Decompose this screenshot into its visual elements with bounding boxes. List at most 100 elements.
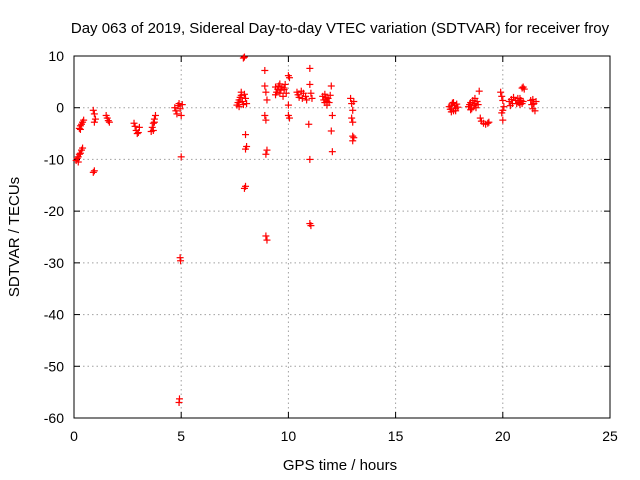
y-tick-label: 10 <box>48 48 64 64</box>
data-point <box>237 88 245 96</box>
data-point <box>134 129 142 137</box>
data-point <box>497 88 505 96</box>
data-point <box>261 66 269 74</box>
data-point <box>175 100 183 108</box>
data-point <box>350 98 358 106</box>
data-point <box>242 94 250 102</box>
data-point <box>476 114 484 122</box>
data-point <box>242 145 250 153</box>
data-point <box>350 134 358 142</box>
y-tick-label: 0 <box>56 100 64 116</box>
data-point <box>452 107 460 115</box>
data-point <box>130 119 138 127</box>
data-point <box>173 110 181 118</box>
data-point <box>90 110 98 118</box>
data-point <box>349 132 357 140</box>
data-point <box>104 117 112 125</box>
data-point <box>76 149 84 157</box>
data-point <box>89 168 97 176</box>
x-tick-label: 15 <box>388 428 404 444</box>
data-point <box>323 98 331 106</box>
y-tick-label: -50 <box>44 358 64 374</box>
data-point <box>516 94 524 102</box>
data-point <box>89 106 97 114</box>
data-point <box>242 131 250 139</box>
data-point <box>235 103 243 111</box>
x-tick-labels: 0 5 10 15 20 25 <box>70 428 618 444</box>
data-point <box>91 115 99 123</box>
data-point <box>133 130 141 138</box>
x-tick-label: 0 <box>70 428 78 444</box>
data-point <box>306 155 314 163</box>
data-point <box>177 257 185 265</box>
data-point <box>327 127 335 135</box>
data-point <box>484 119 492 127</box>
x-axis-label: GPS time / hours <box>283 457 397 474</box>
data-point <box>327 82 335 90</box>
data-point <box>272 83 280 91</box>
data-point <box>520 85 528 93</box>
data-point <box>284 101 292 109</box>
data-point <box>90 118 98 126</box>
data-point <box>263 146 271 154</box>
data-point <box>150 118 158 126</box>
x-tick-label: 20 <box>495 428 511 444</box>
y-tick-label: -30 <box>44 255 64 271</box>
data-point <box>276 89 284 97</box>
data-point <box>176 105 184 113</box>
y-tick-label: -40 <box>44 307 64 323</box>
data-point <box>79 144 87 152</box>
y-tick-labels: 10 0 -10 -20 -30 -40 -50 -60 <box>44 48 64 426</box>
data-point <box>307 89 315 97</box>
data-point <box>279 92 287 100</box>
data-point <box>499 116 507 124</box>
data-point <box>135 123 143 131</box>
data-point <box>453 100 461 108</box>
data-point <box>238 98 246 106</box>
data-point <box>240 53 248 61</box>
data-point <box>305 120 313 128</box>
data-point <box>239 101 247 109</box>
data-point <box>239 54 247 62</box>
data-point <box>499 96 507 104</box>
data-point <box>474 101 482 109</box>
data-point <box>172 107 180 115</box>
data-point <box>321 90 329 98</box>
data-point <box>454 103 462 111</box>
x-tick-label: 5 <box>177 428 185 444</box>
data-point <box>149 126 157 134</box>
x-tick-label: 10 <box>281 428 297 444</box>
data-point <box>447 108 455 116</box>
data-point <box>531 107 539 115</box>
data-point <box>328 148 336 156</box>
data-point <box>148 123 156 131</box>
data-point <box>76 125 84 133</box>
data-point <box>306 80 314 88</box>
data-point <box>243 100 251 108</box>
data-point <box>529 95 537 103</box>
data-point <box>105 118 113 126</box>
data-point <box>285 114 293 122</box>
data-point <box>263 236 271 244</box>
data-point <box>519 98 527 106</box>
data-point <box>307 222 315 230</box>
data-point <box>302 92 310 100</box>
data-point <box>178 101 186 109</box>
data-point <box>348 114 356 122</box>
data-point <box>306 64 314 72</box>
data-point <box>177 111 185 119</box>
data-point <box>151 111 159 119</box>
data-point <box>175 395 183 403</box>
data-point <box>295 93 303 101</box>
data-point <box>498 92 506 100</box>
data-point <box>471 100 479 108</box>
data-point <box>349 106 357 114</box>
data-point <box>349 118 357 126</box>
data-point <box>90 167 98 175</box>
data-point <box>328 111 336 119</box>
data-point <box>303 96 311 104</box>
data-point <box>262 232 270 240</box>
y-tick-label: -60 <box>44 410 64 426</box>
data-point <box>261 82 269 90</box>
